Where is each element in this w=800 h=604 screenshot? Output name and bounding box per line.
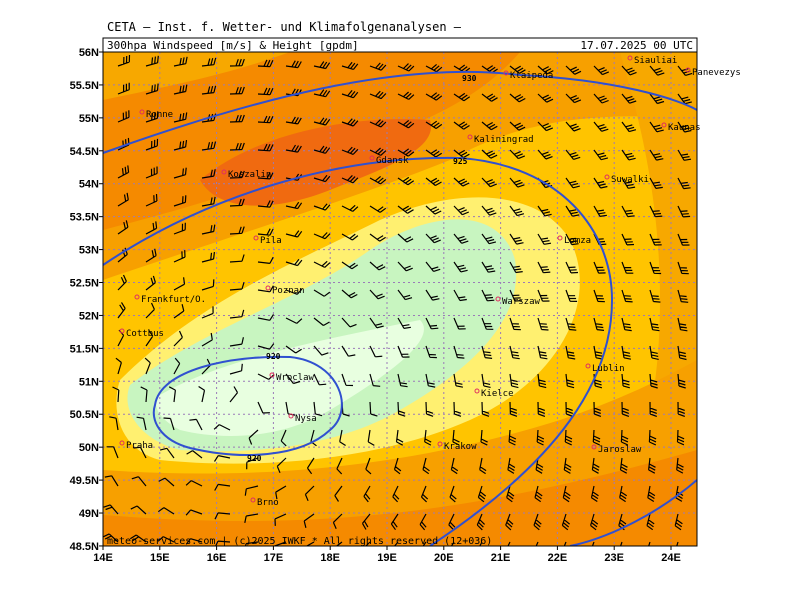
lat-label: 50.5N [70,409,99,421]
city-label: Kaliningrad [474,135,534,145]
city-label: Kaunas [668,123,701,133]
band [103,52,290,100]
city-label: Klaipeda [510,71,553,81]
frame [102,51,698,547]
cities: Siauliai Panevezys Klaipeda Ronne Kaunas Kali… [119,55,741,508]
city-dot [591,444,597,450]
city-dot [661,122,667,128]
city-dot [134,294,140,300]
city-dot [437,441,443,447]
lat-label: 51.5N [70,343,99,355]
lat-label: 48.5N [70,541,99,553]
contour [103,70,697,154]
city-dot [269,372,275,378]
lat-label: 53.5N [70,212,99,224]
city-label: Ronne [146,110,173,120]
city-label: Siauliai [634,56,677,66]
band [200,119,432,206]
lon-label: 18E [320,552,340,564]
city-dot [685,67,691,73]
city-label: Krakow [444,442,477,452]
contour-label: 920 [247,454,262,463]
field [103,52,697,546]
city-dot [474,388,480,394]
city-label: Cottbus [126,329,164,339]
lon-label: 19E [377,552,397,564]
city-dot [495,296,501,302]
lat-label: 52.5N [70,278,99,290]
lat-label: 49.5N [70,475,99,487]
city-label: Kielce [481,389,514,399]
city-dot [119,328,125,334]
city-dot [253,235,259,241]
city-dot [369,155,375,161]
lon-label: 20E [434,552,454,564]
city-dot [250,497,256,503]
lon-label: 23E [604,552,624,564]
city-label: Koszalin [228,170,271,180]
city-label: Suwalki [611,175,649,185]
band [103,450,697,546]
product: 300hpa Windspeed [m/s] & Height [gpdm] [107,39,359,52]
city-dot [585,363,591,369]
city-label: Poznan [272,286,305,296]
wind-barbs [103,54,693,546]
city-label: Brno [257,498,279,508]
city-label: Praha [126,441,153,451]
lat-label: 51N [79,376,99,388]
lon-label: 17E [264,552,284,564]
city-dot [627,55,633,61]
city-label: Pila [260,236,282,246]
city-dot [288,413,294,419]
contour-label: 930 [462,74,477,83]
lat-label: 50N [79,442,99,454]
city-label: Gdansk [376,156,409,166]
city-label: Lomza [564,236,591,246]
city-dot [467,134,473,140]
institute: CETA — Inst. f. Wetter- und Klimafolgena… [107,20,462,34]
contour [103,156,614,546]
city-label: Nysa [295,414,317,424]
city-label: Panevezys [692,68,741,78]
city-label: Lublin [592,364,625,374]
lat-label: 53N [79,245,99,257]
lat-label: 54.5N [70,146,99,158]
city-dot [139,109,145,115]
city-dot [604,174,610,180]
city-label: Wroclaw [276,373,315,383]
lat-label: 54N [79,179,99,191]
city-label: Jaroslaw [598,445,642,455]
city-dot [557,235,563,241]
lat-label: 55N [79,113,99,125]
city-dot [119,440,125,446]
lon-label: 16E [207,552,227,564]
height-contours [103,70,697,546]
city-label: Frankfurt/O. [141,295,206,305]
contour-label: 925 [453,157,468,166]
copyright: meteo-services.com | (c)2025 IWKF * All … [107,536,492,547]
city-label: Warszaw [502,297,541,307]
contour [569,479,697,546]
axes: 56N 55.5N 55N 54.5N 54N 53.5N 53N 52.5N 52N 51.5N… [70,47,681,564]
lon-label: 22E [548,552,568,564]
lat-label: 56N [79,47,99,59]
lon-label: 21E [491,552,511,564]
contour-label: 920 [266,352,281,361]
lat-label: 49N [79,508,99,520]
lon-label: 15E [150,552,170,564]
contour-labels: 930 925 920 920 [247,74,477,463]
city-dot [221,169,227,175]
valid-time: 17.07.2025 00 UTC [580,39,693,52]
contour [152,355,343,456]
lat-label: 52N [79,310,99,322]
lon-label: 14E [93,552,113,564]
lon-label: 24E [661,552,681,564]
lat-label: 55.5N [70,80,99,92]
band [156,320,424,436]
city-dot [265,285,271,291]
city-dot [503,70,509,76]
